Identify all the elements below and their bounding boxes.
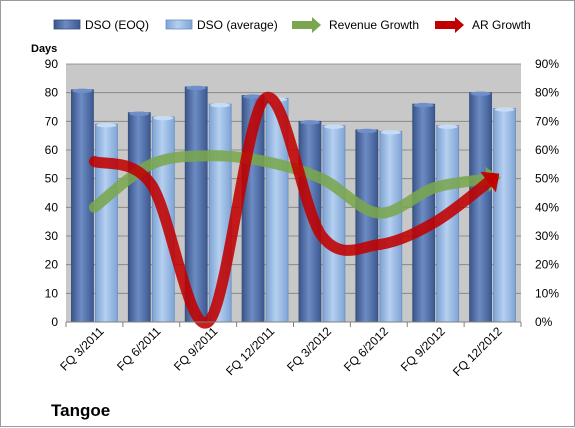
y-tick-label: 10 bbox=[45, 286, 59, 300]
x-tick-label: FQ 12/2012 bbox=[450, 324, 505, 379]
bar-dso-eoq bbox=[355, 129, 379, 323]
bar-dso-eoq-top bbox=[186, 85, 207, 91]
y2-tick-label: 20% bbox=[535, 258, 559, 272]
y-tick-label: 50 bbox=[45, 172, 59, 186]
y2-tick-label: 30% bbox=[535, 229, 559, 243]
y2-tick-label: 40% bbox=[535, 200, 559, 214]
y-axis-ticks: 0 10 20 30 40 50 60 70 80 90 bbox=[45, 57, 59, 329]
x-tick-label: FQ 3/2011 bbox=[57, 324, 107, 374]
legend: DSO (EOQ) DSO (average) Revenue Growth A… bbox=[53, 17, 531, 33]
line-ar-growth bbox=[88, 91, 499, 329]
y2-tick-label: 10% bbox=[535, 286, 559, 300]
legend-label-dso-average: DSO (average) bbox=[197, 18, 278, 32]
x-tick-label: FQ 6/2012 bbox=[341, 324, 391, 374]
legend-item-revenue-growth: Revenue Growth bbox=[292, 17, 419, 33]
bar-dso-eoq bbox=[412, 103, 436, 323]
bar-dso-average bbox=[322, 125, 346, 323]
bar-dso-average-top bbox=[96, 123, 117, 128]
bar-dso-eoq-top bbox=[299, 120, 320, 125]
legend-item-dso-average: DSO (average) bbox=[165, 18, 278, 32]
legend-swatch-revenue-growth bbox=[292, 17, 321, 33]
legend-item-dso-eoq: DSO (EOQ) bbox=[53, 18, 149, 32]
y-tick-label: 90 bbox=[45, 57, 59, 71]
bar-dso-average-top bbox=[323, 124, 344, 129]
legend-item-ar-growth: AR Growth bbox=[435, 17, 531, 33]
x-tick-label: FQ 9/2012 bbox=[398, 324, 448, 374]
x-tick-label: FQ 12/2011 bbox=[223, 324, 277, 378]
bar-dso-eoq-top bbox=[243, 94, 264, 99]
bar-dso-average-top bbox=[210, 102, 231, 108]
y-tick-label: 40 bbox=[45, 200, 59, 214]
growth-lines bbox=[88, 91, 501, 329]
bar-dso-eoq-top bbox=[470, 91, 491, 96]
bar-dso-average-top bbox=[437, 124, 458, 129]
arrowhead-ar-growth bbox=[480, 171, 500, 193]
legend-swatch-dso-eoq bbox=[53, 19, 81, 30]
bar-dso-eoq-top bbox=[356, 128, 377, 134]
legend-swatch-ar-growth bbox=[435, 17, 464, 33]
y2-tick-label: 90% bbox=[535, 57, 559, 71]
bar-dso-average bbox=[493, 108, 516, 323]
y2-tick-label: 80% bbox=[535, 86, 559, 100]
bar-dso-eoq-top bbox=[129, 111, 150, 116]
bar-dso-average-top bbox=[494, 107, 515, 112]
y-tick-label: 80 bbox=[45, 86, 59, 100]
legend-label-revenue-growth: Revenue Growth bbox=[329, 18, 419, 32]
company-name: Tangoe bbox=[51, 401, 110, 420]
legend-label-ar-growth: AR Growth bbox=[472, 18, 531, 32]
x-tick-label: FQ 3/2012 bbox=[284, 324, 334, 374]
bar-dso-eoq-top bbox=[413, 102, 434, 108]
y2-tick-label: 70% bbox=[535, 114, 559, 128]
y2-tick-label: 0% bbox=[535, 315, 553, 329]
y-tick-label: 30 bbox=[45, 229, 59, 243]
y-tick-label: 0 bbox=[51, 315, 58, 329]
legend-swatch-dso-average bbox=[165, 19, 193, 30]
y-axis-title: Days bbox=[31, 43, 57, 55]
bar-dso-eoq bbox=[469, 92, 492, 323]
bar-dso-average bbox=[379, 130, 403, 323]
bar-dso-eoq bbox=[127, 112, 151, 323]
x-tick-label: FQ 9/2011 bbox=[171, 324, 221, 374]
y-tick-label: 70 bbox=[45, 114, 59, 128]
bar-dso-eoq-top bbox=[72, 88, 93, 94]
x-axis-ticks: FQ 3/2011 FQ 6/2011 FQ 9/2011 FQ 12/2011 FQ … bbox=[57, 322, 522, 379]
bar-dso-average-top bbox=[380, 130, 401, 135]
bar-dso-average bbox=[95, 123, 118, 323]
legend-label-dso-eoq: DSO (EOQ) bbox=[85, 18, 149, 32]
y-tick-label: 20 bbox=[45, 258, 59, 272]
y2-axis-ticks: 0% 10% 20% 30% 40% 50% 60% 70% 80% 90% bbox=[535, 57, 559, 329]
x-tick-label: FQ 6/2011 bbox=[114, 324, 164, 374]
y2-tick-label: 60% bbox=[535, 143, 559, 157]
bar-dso-average-top bbox=[153, 115, 174, 121]
y2-tick-label: 50% bbox=[535, 172, 559, 186]
y-tick-label: 60 bbox=[45, 143, 59, 157]
bars bbox=[71, 85, 516, 323]
